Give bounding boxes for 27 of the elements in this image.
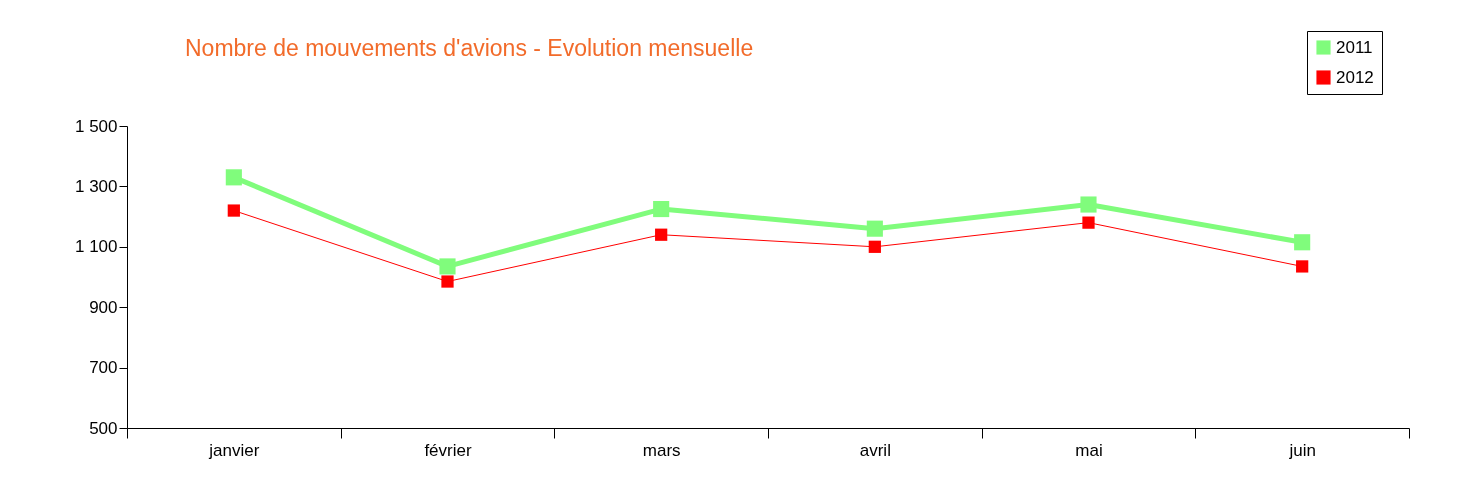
x-tick-label: janvier [208,440,260,460]
y-tick-label: 700 [89,358,118,378]
point [653,200,670,218]
x-tick-label: février [424,440,472,460]
point [868,240,881,253]
point [1296,260,1309,273]
x-tick-label: mai [1075,440,1103,460]
point [225,169,242,186]
x-tick-label: juin [1288,440,1316,460]
y-tick-label: 900 [89,297,118,317]
point [439,258,456,275]
legend-label: 2011 [1336,37,1373,57]
x-tick-label: avril [859,440,891,460]
y-tick-label: 500 [89,418,118,438]
y-tick-label: 1 100 [74,237,118,257]
legend-label: 2012 [1336,67,1374,87]
point [1080,196,1097,213]
y-tick-label: 1 500 [74,116,118,136]
chart-title: Nombre de mouvements d'avions - Evolution mensuelle [185,34,754,61]
point [866,220,883,237]
y-tick-label: 1 300 [74,176,118,196]
x-tick-label: mars [642,440,681,460]
point [1082,216,1095,229]
point [1294,234,1311,251]
point [227,204,240,217]
point [655,228,668,241]
point [441,275,454,288]
